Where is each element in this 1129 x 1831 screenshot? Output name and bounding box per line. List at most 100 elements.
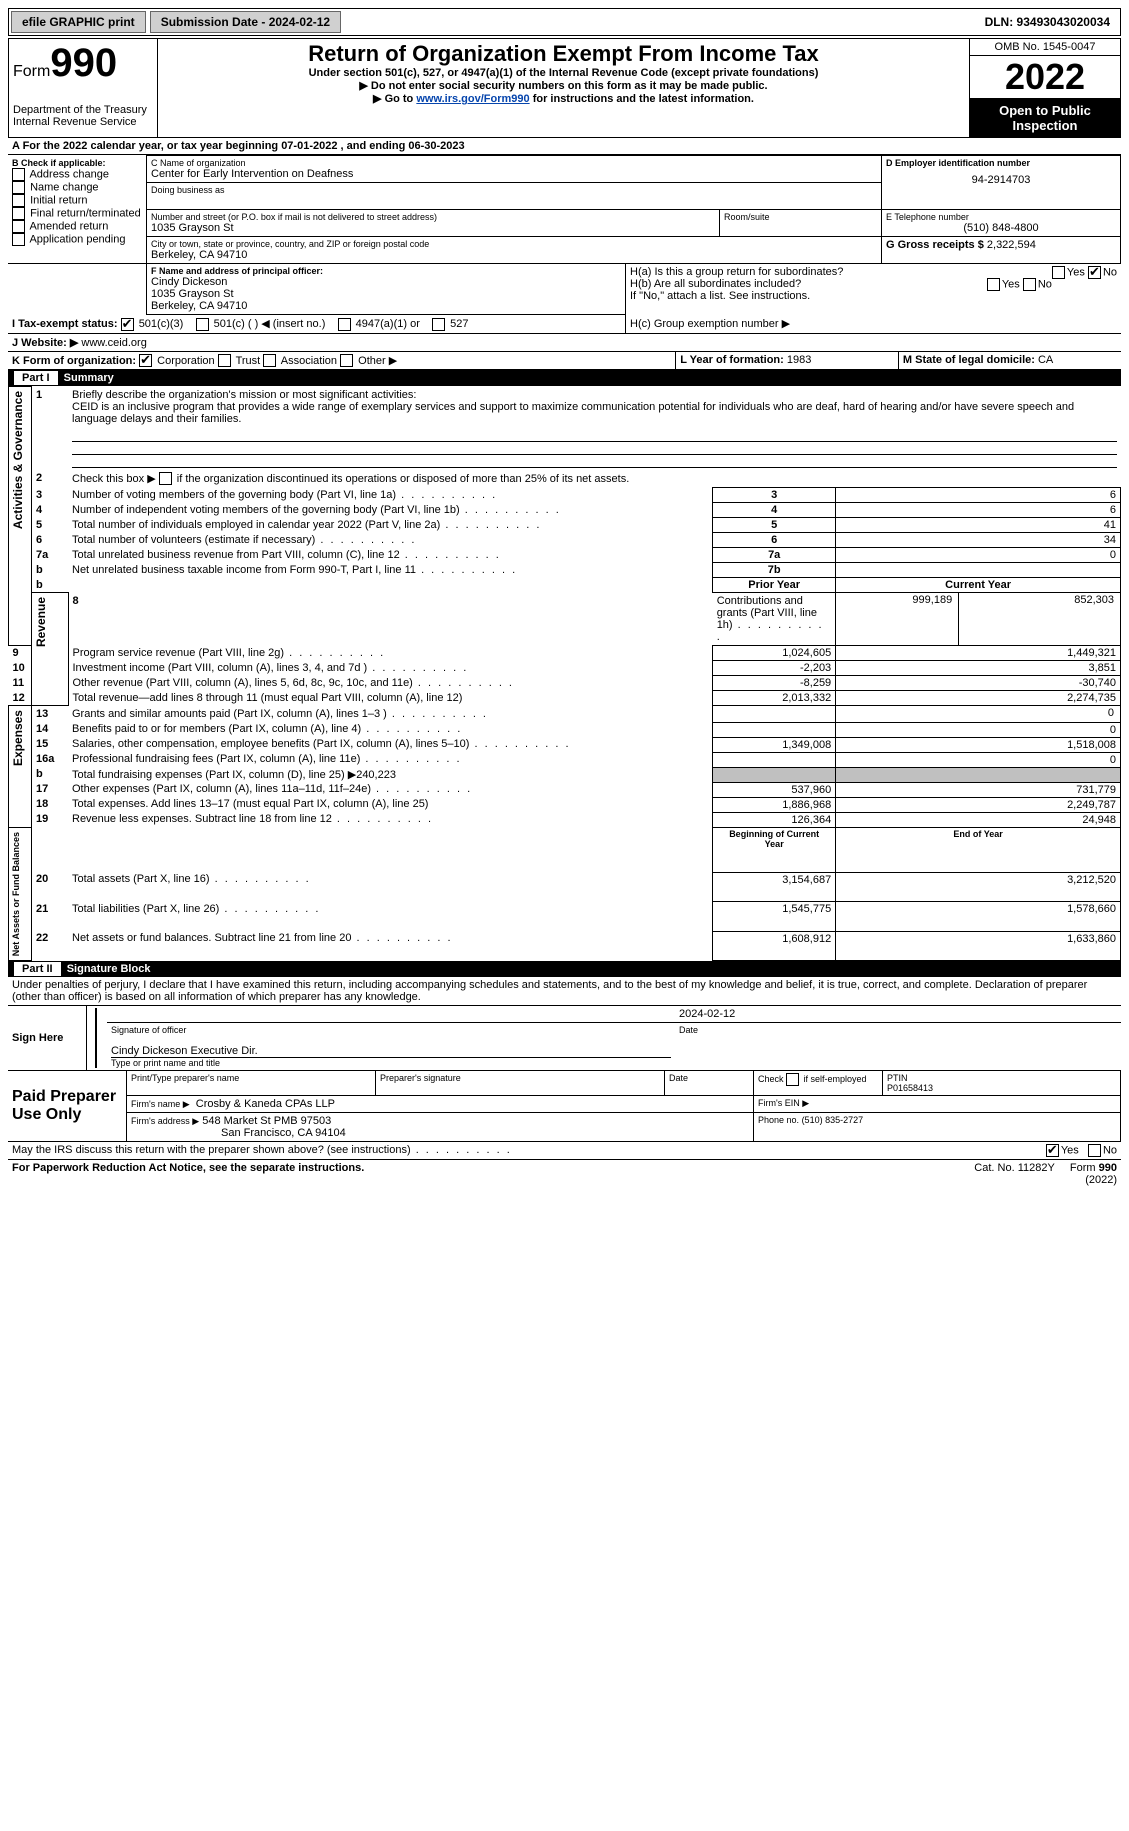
form-footer: Form 990 (2022) bbox=[1070, 1162, 1117, 1186]
check-other[interactable] bbox=[340, 354, 353, 367]
box-g-label: G Gross receipts $ bbox=[886, 239, 984, 251]
firm-addr1: 548 Market St PMB 97503 bbox=[202, 1115, 331, 1127]
paid-preparer-label: Paid Preparer Use Only bbox=[8, 1070, 127, 1141]
telephone: (510) 848-4800 bbox=[886, 222, 1116, 234]
name-title-label: Type or print name and title bbox=[111, 1058, 671, 1068]
topbar: efile GRAPHIC print Submission Date - 20… bbox=[8, 8, 1121, 36]
sig-date: 2024-02-12 bbox=[675, 1006, 1121, 1023]
org-name: Center for Early Intervention on Deafnes… bbox=[151, 168, 877, 180]
state-domicile: CA bbox=[1038, 354, 1053, 366]
website: www.ceid.org bbox=[81, 337, 146, 349]
check-discontinued[interactable] bbox=[159, 472, 172, 485]
hb-no[interactable] bbox=[1023, 278, 1036, 291]
box-b-label: B Check if applicable: bbox=[12, 158, 142, 168]
entity-block: B Check if applicable: Address change Na… bbox=[8, 155, 1121, 264]
omb-number: OMB No. 1545-0047 bbox=[970, 39, 1120, 56]
form-subtitle-2: ▶ Do not enter social security numbers o… bbox=[162, 79, 965, 92]
prep-sig-label: Preparer's signature bbox=[376, 1070, 665, 1095]
sig-officer-label: Signature of officer bbox=[111, 1025, 671, 1035]
box-d-label: D Employer identification number bbox=[886, 158, 1116, 168]
prep-date-label: Date bbox=[665, 1070, 754, 1095]
side-activities-governance: Activities & Governance bbox=[9, 387, 27, 533]
officer-name: Cindy Dickeson bbox=[151, 276, 621, 288]
mission-text: CEID is an inclusive program that provid… bbox=[72, 401, 1074, 425]
sign-here-block: Sign Here 2024-02-12 Signature of office… bbox=[8, 1006, 1121, 1070]
form-subtitle-1: Under section 501(c), 527, or 4947(a)(1)… bbox=[162, 67, 965, 79]
irs-label: Internal Revenue Service bbox=[13, 116, 153, 128]
discuss-text: May the IRS discuss this return with the… bbox=[8, 1142, 953, 1160]
efile-print-button[interactable]: efile GRAPHIC print bbox=[11, 11, 146, 33]
city-label: City or town, state or province, country… bbox=[151, 239, 877, 249]
street-address: 1035 Grayson St bbox=[151, 222, 715, 234]
box-c-label: C Name of organization bbox=[151, 158, 877, 168]
check-final-return[interactable] bbox=[12, 207, 25, 220]
part2-bar: Part II Signature Block bbox=[8, 961, 1121, 977]
officer-group-block: F Name and address of principal officer:… bbox=[8, 264, 1121, 352]
city-address: Berkeley, CA 94710 bbox=[151, 249, 877, 261]
tax-year: 2022 bbox=[970, 56, 1120, 98]
check-app-pending[interactable] bbox=[12, 233, 25, 246]
paid-preparer-block: Paid Preparer Use Only Print/Type prepar… bbox=[8, 1070, 1121, 1142]
side-revenue: Revenue bbox=[32, 593, 50, 651]
box-i-label: I Tax-exempt status: bbox=[12, 318, 118, 330]
box-f-label: F Name and address of principal officer: bbox=[151, 266, 621, 276]
form-number: 990 bbox=[50, 41, 117, 85]
check-self-employed[interactable] bbox=[786, 1073, 799, 1086]
part1-table: Activities & Governance 1 Briefly descri… bbox=[8, 386, 1121, 961]
line2-text: Check this box ▶ if the organization dis… bbox=[72, 473, 629, 485]
tax-period: A For the 2022 calendar year, or tax yea… bbox=[8, 138, 1121, 155]
hb-label: H(b) Are all subordinates included? bbox=[630, 278, 801, 290]
ha-no[interactable] bbox=[1088, 266, 1101, 279]
check-initial-return[interactable] bbox=[12, 194, 25, 207]
submission-date-button[interactable]: Submission Date - 2024-02-12 bbox=[150, 11, 341, 33]
ha-label: H(a) Is this a group return for subordin… bbox=[630, 266, 843, 278]
open-to-public: Open to Public Inspection bbox=[970, 99, 1121, 138]
part1-bar: Part I Summary bbox=[8, 370, 1121, 386]
prep-name-label: Print/Type preparer's name bbox=[127, 1070, 376, 1095]
firm-addr-label: Firm's address ▶ bbox=[131, 1116, 199, 1126]
line1-num: 1 bbox=[32, 387, 69, 470]
box-m-label: M State of legal domicile: bbox=[903, 354, 1035, 366]
check-501c3[interactable] bbox=[121, 318, 134, 331]
line1-text: Briefly describe the organization's miss… bbox=[72, 389, 416, 401]
check-trust[interactable] bbox=[218, 354, 231, 367]
hb-yes[interactable] bbox=[987, 278, 1000, 291]
check-527[interactable] bbox=[432, 318, 445, 331]
year-formation: 1983 bbox=[787, 354, 811, 366]
date-label: Date bbox=[679, 1025, 1117, 1035]
ha-yes[interactable] bbox=[1052, 266, 1065, 279]
ptin-label: PTIN bbox=[887, 1073, 1116, 1083]
check-assoc[interactable] bbox=[263, 354, 276, 367]
irs-link[interactable]: www.irs.gov/Form990 bbox=[416, 93, 529, 105]
footer-block: May the IRS discuss this return with the… bbox=[8, 1142, 1121, 1188]
cat-no: Cat. No. 11282Y bbox=[974, 1162, 1054, 1174]
check-4947[interactable] bbox=[338, 318, 351, 331]
discuss-no[interactable] bbox=[1088, 1144, 1101, 1157]
form-subtitle-3: ▶ Go to www.irs.gov/Form990 for instruct… bbox=[162, 92, 965, 105]
officer-addr2: Berkeley, CA 94710 bbox=[151, 300, 621, 312]
side-net-assets: Net Assets or Fund Balances bbox=[9, 828, 23, 960]
firm-ein-label: Firm's EIN ▶ bbox=[754, 1095, 1121, 1112]
check-501c[interactable] bbox=[196, 318, 209, 331]
dba-label: Doing business as bbox=[151, 185, 877, 195]
box-e-label: E Telephone number bbox=[886, 212, 1116, 222]
check-name-change[interactable] bbox=[12, 181, 25, 194]
hc-label: H(c) Group exemption number ▶ bbox=[626, 315, 1122, 334]
room-suite-label: Room/suite bbox=[724, 212, 877, 222]
discuss-yes[interactable] bbox=[1046, 1144, 1059, 1157]
check-address-change[interactable] bbox=[12, 168, 25, 181]
box-l-label: L Year of formation: bbox=[680, 354, 784, 366]
ein: 94-2914703 bbox=[886, 174, 1116, 186]
officer-addr1: 1035 Grayson St bbox=[151, 288, 621, 300]
check-corp[interactable] bbox=[139, 354, 152, 367]
check-amended[interactable] bbox=[12, 220, 25, 233]
firm-addr2: San Francisco, CA 94104 bbox=[221, 1127, 346, 1139]
firm-phone-label: Phone no. bbox=[758, 1115, 799, 1125]
klm-block: K Form of organization: Corporation Trus… bbox=[8, 352, 1121, 371]
side-expenses: Expenses bbox=[9, 706, 27, 770]
form-header: Form990 Department of the Treasury Inter… bbox=[8, 38, 1121, 138]
firm-name: Crosby & Kaneda CPAs LLP bbox=[196, 1098, 335, 1110]
street-label: Number and street (or P.O. box if mail i… bbox=[151, 212, 715, 222]
hb-note: If "No," attach a list. See instructions… bbox=[630, 290, 1117, 302]
officer-name-title: Cindy Dickeson Executive Dir. bbox=[111, 1045, 671, 1058]
